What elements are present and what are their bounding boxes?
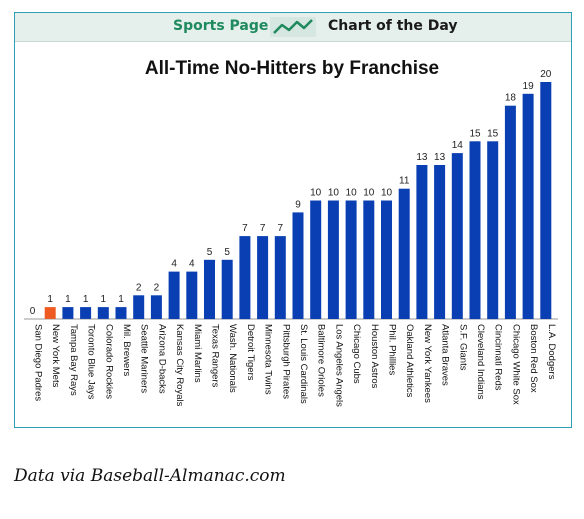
bar-baltimore-orioles [310, 200, 322, 319]
bar-houston-astros [363, 200, 375, 319]
bar-new-york-yankees [416, 165, 428, 319]
value-label-minnesota-twins: 7 [260, 223, 266, 234]
chart-of-the-day-label: Chart of the Day [328, 18, 458, 34]
value-label-baltimore-orioles: 10 [310, 188, 322, 199]
category-label-s-f-giants: S.F. Giants [457, 324, 468, 371]
value-label-chicago-white-sox: 18 [505, 93, 517, 104]
value-label-st-louis-cardinals: 9 [295, 199, 301, 210]
value-label-oakland-athletics: 11 [399, 176, 410, 187]
bar-mil-brewers [115, 307, 127, 319]
chart-header: Sports Page Chart of the Day [15, 13, 571, 42]
category-label-chicago-white-sox: Chicago White Sox [510, 324, 521, 405]
value-label-kansas-city-royals: 4 [171, 259, 177, 270]
value-label-detroit-tigers: 7 [242, 223, 248, 234]
bar-tampa-bay-rays [62, 307, 74, 319]
category-label-chicago-cubs: Chicago Cubs [351, 324, 362, 384]
bar-miami-marlins [186, 271, 198, 319]
bar-wash-nationals [221, 259, 233, 320]
category-label-cincinnati-reds: Cincinnati Reds [493, 324, 504, 391]
bar-colorado-rockies [97, 307, 109, 319]
category-label-pittsburgh-pirates: Pittsburgh Pirates [280, 324, 291, 399]
bar-kansas-city-royals [168, 271, 180, 319]
value-label-mil-brewers: 1 [118, 294, 124, 305]
category-label-cleveland-indians: Cleveland Indians [475, 324, 486, 400]
category-label-oakland-athletics: Oakland Athletics [404, 324, 415, 398]
bar-cincinnati-reds [487, 141, 499, 320]
value-label-l-a-dodgers: 20 [540, 69, 552, 80]
category-label-mil-brewers: Mil. Brewers [121, 324, 132, 377]
source-note: Data via Baseball-Almanac.com [14, 466, 286, 486]
value-label-new-york-yankees: 13 [416, 152, 428, 163]
category-label-seattle-mariners: Seattle Mariners [139, 324, 150, 393]
bar-minnesota-twins [257, 236, 269, 320]
value-label-toronto-blue-jays: 1 [83, 294, 89, 305]
bar-los-angeles-angels [327, 200, 339, 319]
category-label-los-angeles-angels: Los Angeles Angels [333, 324, 344, 407]
category-label-atlanta-braves: Atlanta Braves [440, 324, 451, 386]
category-label-phil-phillies: Phil. Phillies [387, 324, 398, 375]
value-label-atlanta-braves: 13 [434, 152, 446, 163]
category-label-minnesota-twins: Minnesota Twins [263, 324, 274, 395]
value-label-houston-astros: 10 [363, 188, 375, 199]
bar-chicago-white-sox [504, 105, 516, 319]
category-label-new-york-yankees: New York Yankees [422, 324, 433, 403]
category-label-detroit-tigers: Detroit Tigers [245, 324, 256, 381]
value-label-pittsburgh-pirates: 7 [278, 223, 284, 234]
value-label-cleveland-indians: 15 [469, 128, 481, 139]
category-label-boston-red-sox: Boston Red Sox [528, 324, 539, 393]
bar-toronto-blue-jays [80, 307, 92, 319]
bar-s-f-giants [451, 153, 463, 319]
value-label-seattle-mariners: 2 [136, 282, 142, 293]
value-label-san-diego-padres: 0 [30, 306, 36, 317]
category-label-baltimore-orioles: Baltimore Orioles [316, 324, 327, 397]
bar-detroit-tigers [239, 236, 251, 320]
value-label-miami-marlins: 4 [189, 259, 195, 270]
bar-boston-red-sox [522, 93, 534, 319]
category-label-st-louis-cardinals: St. Louis Cardinals [298, 324, 309, 404]
value-label-wash-nationals: 5 [224, 247, 230, 258]
bar-pittsburgh-pirates [274, 236, 286, 320]
value-label-new-york-mets: 1 [47, 294, 53, 305]
category-label-wash-nationals: Wash. Nationals [227, 324, 238, 393]
value-label-tampa-bay-rays: 1 [65, 294, 71, 305]
category-label-toronto-blue-jays: Toronto Blue Jays [86, 324, 97, 400]
bar-texas-rangers [204, 259, 215, 320]
category-label-texas-rangers: Texas Rangers [210, 324, 221, 388]
trend-line-icon [270, 17, 316, 37]
bar-l-a-dodgers [540, 82, 552, 319]
value-label-chicago-cubs: 10 [346, 188, 358, 199]
bar-chicago-cubs [345, 200, 357, 319]
category-label-arizona-d-backs: Arizona D-backs [156, 324, 167, 394]
bar-arizona-d-backs [150, 295, 162, 319]
category-label-miami-marlins: Miami Marlins [192, 324, 203, 383]
value-label-s-f-giants: 14 [452, 140, 464, 151]
category-label-tampa-bay-rays: Tampa Bay Rays [68, 324, 79, 396]
value-label-colorado-rockies: 1 [101, 294, 107, 305]
value-label-los-angeles-angels: 10 [328, 188, 340, 199]
bar-seattle-mariners [133, 295, 145, 319]
bar-cleveland-indians [469, 141, 481, 320]
category-label-kansas-city-royals: Kansas City Royals [174, 324, 185, 407]
bar-phil-phillies [381, 200, 392, 319]
bar-st-louis-cardinals [292, 212, 304, 319]
bar-atlanta-braves [434, 165, 446, 319]
value-label-arizona-d-backs: 2 [154, 282, 160, 293]
bar-new-york-mets [44, 307, 56, 319]
category-label-new-york-mets: New York Mets [50, 324, 61, 388]
chart-title: All-Time No-Hitters by Franchise [145, 58, 439, 79]
value-label-boston-red-sox: 19 [523, 81, 535, 92]
value-label-phil-phillies: 10 [381, 188, 393, 199]
sports-page-label: Sports Page [173, 18, 269, 34]
bar-chart: All-Time No-Hitters by Franchise 01 1 1 1 12… [24, 58, 558, 407]
category-label-houston-astros: Houston Astros [369, 324, 380, 389]
value-label-texas-rangers: 5 [207, 247, 213, 258]
value-label-cincinnati-reds: 15 [487, 128, 499, 139]
category-label-l-a-dodgers: L.A. Dodgers [546, 324, 557, 380]
category-label-colorado-rockies: Colorado Rockies [103, 324, 114, 399]
category-label-san-diego-padres: San Diego Padres [33, 324, 44, 401]
bar-oakland-athletics [398, 188, 410, 319]
